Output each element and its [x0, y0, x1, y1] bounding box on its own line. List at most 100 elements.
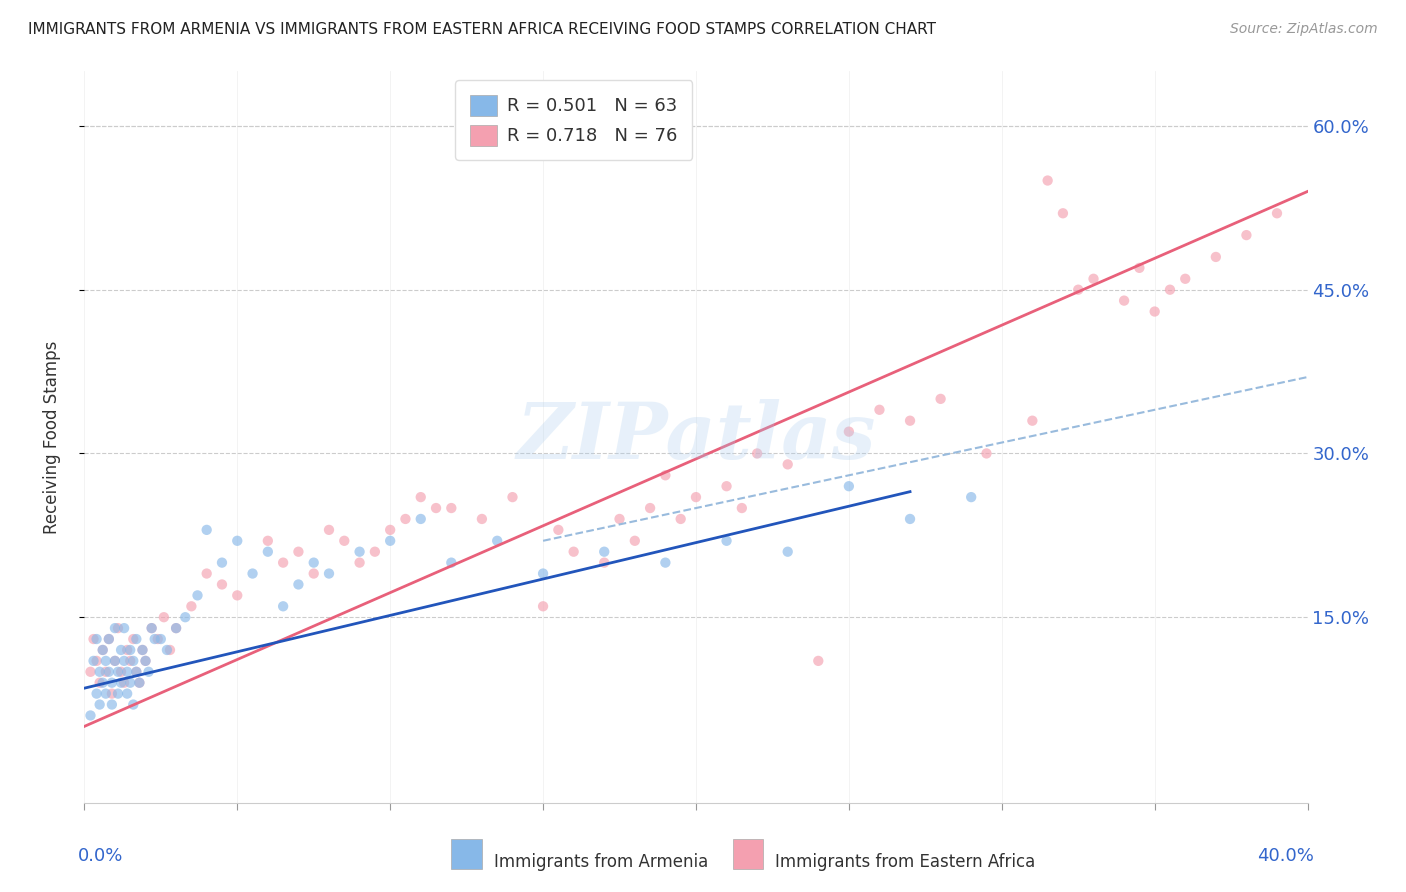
Point: [471, 512, 494, 526]
Point: [112, 675, 135, 690]
Point: [731, 501, 754, 516]
Text: Immigrants from Armenia: Immigrants from Armenia: [494, 853, 709, 871]
Point: [287, 545, 309, 559]
Point: [165, 621, 187, 635]
Text: 0.0%: 0.0%: [79, 847, 124, 864]
Point: [271, 599, 294, 614]
Point: [186, 588, 208, 602]
Point: [97, 632, 120, 646]
Point: [86, 632, 108, 646]
Point: [104, 654, 127, 668]
Point: [318, 566, 340, 581]
Point: [226, 533, 249, 548]
Point: [195, 523, 218, 537]
Point: [83, 632, 105, 646]
Point: [125, 665, 148, 679]
Text: IMMIGRANTS FROM ARMENIA VS IMMIGRANTS FROM EASTERN AFRICA RECEIVING FOOD STAMPS : IMMIGRANTS FROM ARMENIA VS IMMIGRANTS FR…: [28, 22, 936, 37]
Point: [195, 566, 218, 581]
Point: [104, 654, 127, 668]
Point: [107, 621, 129, 635]
Point: [609, 512, 631, 526]
Point: [1205, 250, 1227, 264]
Point: [1128, 260, 1150, 275]
Point: [807, 654, 830, 668]
Text: 40.0%: 40.0%: [1257, 847, 1313, 864]
Point: [180, 599, 202, 614]
Point: [91, 643, 114, 657]
Point: [89, 675, 111, 690]
Point: [898, 414, 921, 428]
Point: [838, 479, 860, 493]
Point: [593, 545, 616, 559]
Point: [159, 643, 181, 657]
Point: [97, 632, 120, 646]
Point: [89, 665, 111, 679]
Point: [440, 501, 463, 516]
Point: [112, 621, 135, 635]
Point: [110, 665, 132, 679]
Point: [149, 632, 172, 646]
Point: [440, 556, 463, 570]
Point: [502, 490, 524, 504]
Point: [869, 402, 891, 417]
Point: [1067, 283, 1090, 297]
Point: [101, 687, 124, 701]
Y-axis label: Receiving Food Stamps: Receiving Food Stamps: [42, 341, 60, 533]
Point: [131, 643, 153, 657]
Point: [115, 643, 138, 657]
Point: [409, 512, 432, 526]
Point: [94, 654, 117, 668]
Point: [1083, 272, 1105, 286]
Point: [960, 490, 983, 504]
Point: [257, 533, 280, 548]
Point: [86, 687, 108, 701]
Point: [776, 458, 799, 472]
Point: [349, 545, 371, 559]
Point: [349, 556, 371, 570]
Point: [79, 665, 101, 679]
Point: [120, 654, 142, 668]
Point: [107, 687, 129, 701]
Point: [122, 698, 145, 712]
Bar: [451, 839, 482, 869]
Point: [380, 533, 402, 548]
Point: [380, 523, 402, 537]
Point: [110, 675, 132, 690]
Point: [101, 675, 124, 690]
Point: [122, 632, 145, 646]
Point: [1036, 173, 1059, 187]
Point: [94, 665, 117, 679]
Point: [1265, 206, 1288, 220]
Point: [716, 479, 738, 493]
Point: [531, 599, 554, 614]
Point: [531, 566, 554, 581]
Point: [156, 643, 179, 657]
Point: [1114, 293, 1136, 308]
Point: [115, 665, 138, 679]
Point: [838, 425, 860, 439]
Point: [776, 545, 799, 559]
Point: [486, 533, 509, 548]
Point: [394, 512, 416, 526]
Point: [101, 698, 124, 712]
Point: [125, 665, 148, 679]
Point: [146, 632, 169, 646]
Point: [141, 621, 163, 635]
Legend: R = 0.501   N = 63, R = 0.718   N = 76: R = 0.501 N = 63, R = 0.718 N = 76: [456, 80, 692, 160]
Point: [547, 523, 569, 537]
Point: [128, 675, 150, 690]
Point: [271, 556, 294, 570]
Point: [333, 533, 356, 548]
Point: [122, 654, 145, 668]
Point: [1021, 414, 1043, 428]
Point: [174, 610, 197, 624]
Bar: [733, 839, 763, 869]
Point: [364, 545, 387, 559]
Point: [120, 643, 142, 657]
Point: [654, 556, 676, 570]
Point: [97, 665, 120, 679]
Point: [716, 533, 738, 548]
Point: [257, 545, 280, 559]
Text: Source: ZipAtlas.com: Source: ZipAtlas.com: [1230, 22, 1378, 37]
Point: [747, 446, 769, 460]
